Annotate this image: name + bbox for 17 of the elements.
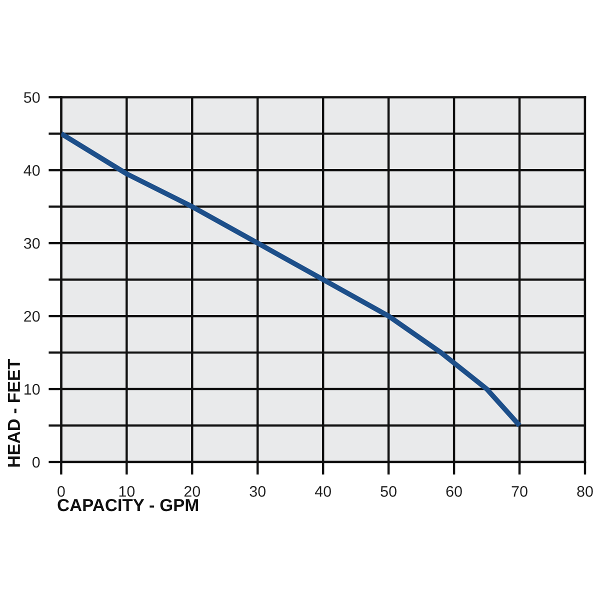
x-tick-label: 60 [446,486,462,497]
x-tick-label: 0 [58,486,65,497]
y-tick-label: 50 [24,92,40,103]
y-tick-label: 20 [24,310,40,322]
x-tick-label: 10 [119,486,135,497]
y-tick-label: 30 [24,238,40,249]
x-tick-label: 80 [577,486,593,497]
x-tick-label: 30 [250,486,266,497]
y-tick-label: 40 [24,165,40,176]
x-axis-title: CAPACITY - GPM [58,498,198,512]
y-axis-title: HEAD - FEET [8,359,20,467]
x-tick-label: 20 [184,486,200,497]
x-tick-label: 40 [314,486,331,497]
x-tick-label: 70 [512,486,528,497]
y-tick-label: 0 [32,456,40,468]
x-tick-label: 50 [380,486,396,497]
y-tick-label: 10 [24,384,40,395]
